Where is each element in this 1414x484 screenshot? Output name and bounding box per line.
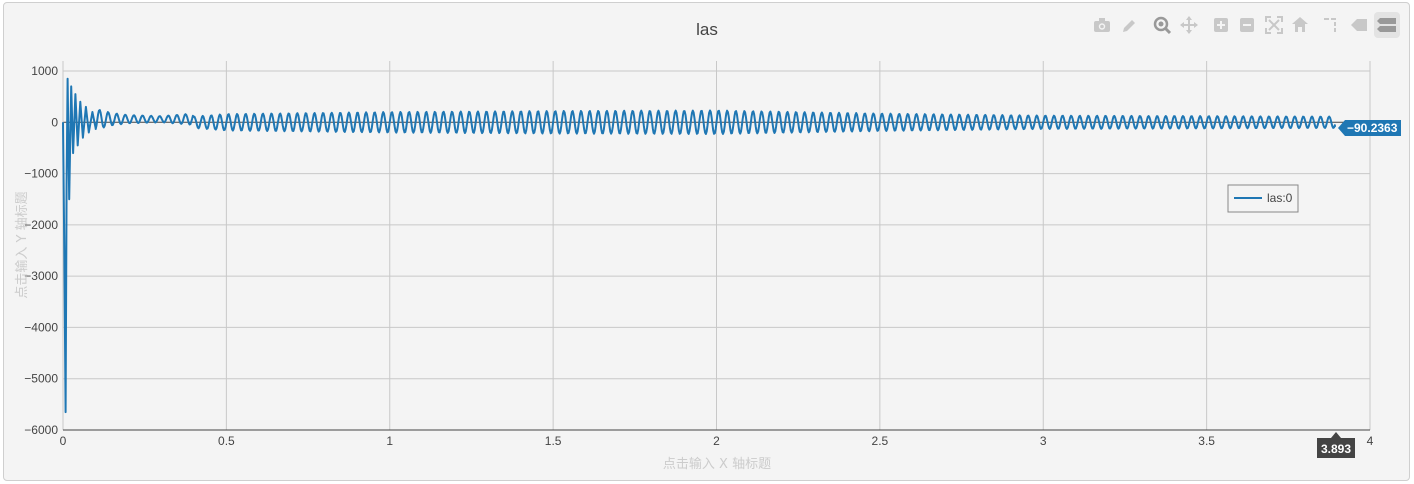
pencil-icon[interactable] xyxy=(1123,20,1135,32)
zoom-in-icon[interactable] xyxy=(1214,18,1228,32)
x-tick-label: 1 xyxy=(386,434,393,448)
chart-frame xyxy=(3,2,1410,481)
hover-x-label: 3.893 xyxy=(1317,432,1355,458)
chart-title: las xyxy=(696,20,718,39)
x-tick-label: 0.5 xyxy=(218,434,235,448)
y-tick-labels: 1000 0 −1000 −2000 −3000 −4000 −5000 −6000 xyxy=(24,64,58,437)
x-tick-label: 1.5 xyxy=(545,434,562,448)
y-tick-label: −1000 xyxy=(24,167,58,181)
x-axis-title[interactable]: 点击输入 X 轴标题 xyxy=(663,456,771,472)
camera-icon[interactable] xyxy=(1094,18,1110,32)
x-tick-label: 4 xyxy=(1367,434,1374,448)
zoom-icon[interactable] xyxy=(1153,16,1172,35)
x-tick-labels: 0 0.5 1 1.5 2 2.5 3 3.5 4 xyxy=(60,434,1374,448)
legend-label-las0[interactable]: las:0 xyxy=(1267,191,1293,205)
x-tick-label: 0 xyxy=(60,434,67,448)
y-tick-label: −5000 xyxy=(24,372,58,386)
pan-icon[interactable] xyxy=(1180,16,1198,34)
y-tick-label: 0 xyxy=(51,115,58,129)
x-tick-label: 2 xyxy=(713,434,720,448)
y-tick-label: −2000 xyxy=(24,218,58,232)
hover-x-value: 3.893 xyxy=(1321,442,1351,456)
zoom-out-icon[interactable] xyxy=(1240,18,1254,32)
series-line-las0 xyxy=(62,77,1336,414)
y-tick-label: −6000 xyxy=(24,423,58,437)
hover-closest-icon[interactable] xyxy=(1351,19,1367,31)
x-tick-label: 3 xyxy=(1040,434,1047,448)
hover-y-label: −90.2363 xyxy=(1338,120,1401,136)
y-tick-label: −3000 xyxy=(24,269,58,283)
autoscale-icon[interactable] xyxy=(1265,16,1283,34)
hover-y-value: −90.2363 xyxy=(1347,121,1398,135)
modebar xyxy=(1094,12,1400,38)
y-tick-label: 1000 xyxy=(31,64,58,78)
x-tick-label: 2.5 xyxy=(872,434,889,448)
y-axis-title[interactable]: 点击输入 Y 轴标题 xyxy=(14,191,30,298)
home-icon[interactable] xyxy=(1292,17,1308,32)
hover-compare-icon[interactable] xyxy=(1374,12,1400,38)
spike-lines-icon[interactable] xyxy=(1324,18,1336,32)
legend[interactable]: las:0 xyxy=(1227,184,1299,213)
y-tick-label: −4000 xyxy=(24,320,58,334)
x-tick-label: 3.5 xyxy=(1198,434,1215,448)
